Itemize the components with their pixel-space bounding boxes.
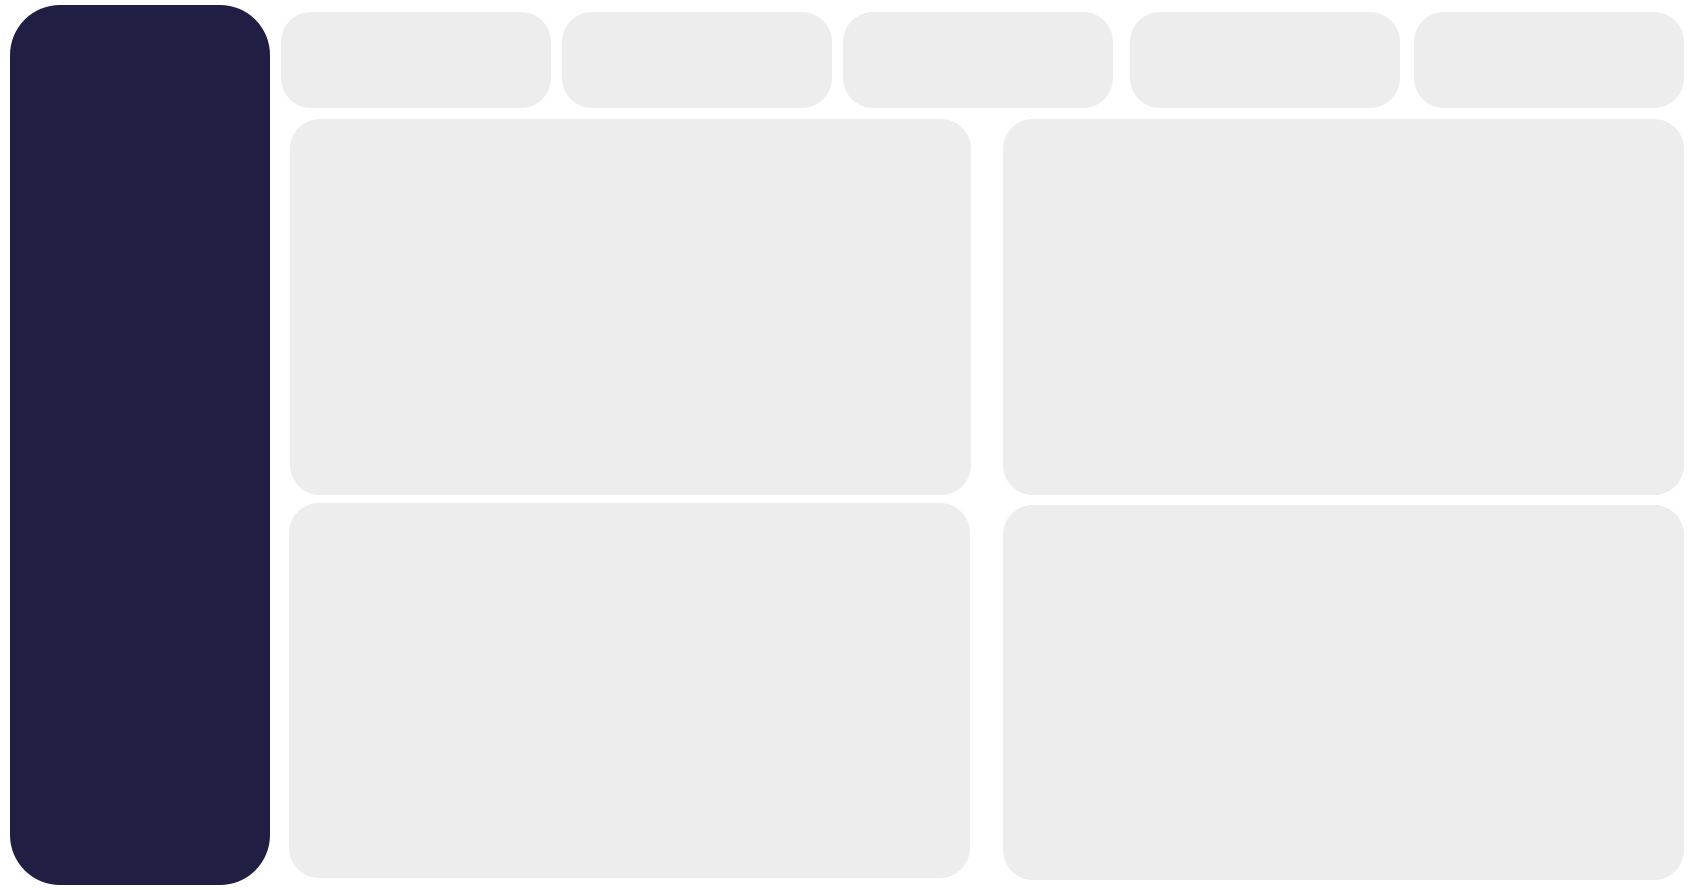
stat-card-4: [1130, 12, 1400, 108]
sidebar: [10, 5, 270, 885]
stat-card-5: [1414, 12, 1684, 108]
panel-bottom-left: [289, 503, 970, 878]
panel-top-left: [290, 119, 971, 495]
panel-top-right: [1003, 119, 1684, 495]
stat-card-1: [281, 12, 551, 108]
stat-card-2: [562, 12, 832, 108]
stat-card-3: [843, 12, 1113, 108]
panel-bottom-right: [1003, 505, 1684, 880]
